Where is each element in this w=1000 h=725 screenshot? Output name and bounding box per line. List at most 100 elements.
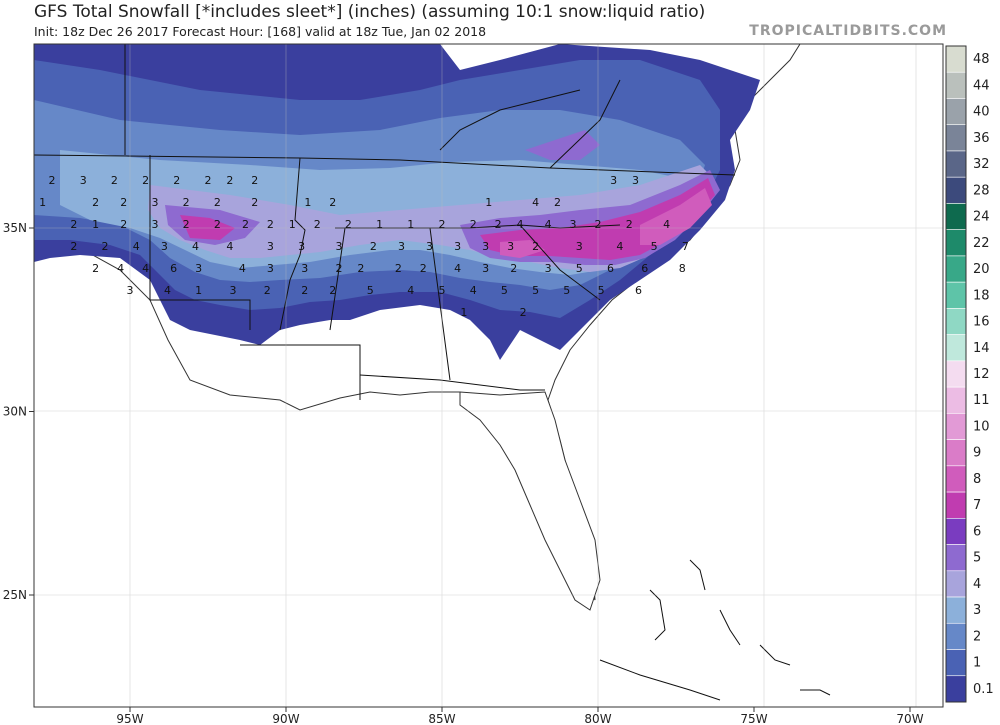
snowfall-value-label: 2 bbox=[495, 218, 502, 231]
colorbar-label: 32 bbox=[973, 157, 990, 172]
colorbar-label: 22 bbox=[973, 236, 990, 251]
snowfall-value-label: 2 bbox=[70, 240, 77, 253]
colorbar-swatch bbox=[945, 544, 967, 572]
snowfall-value-label: 2 bbox=[226, 174, 233, 187]
snowfall-value-label: 4 bbox=[470, 284, 477, 297]
snowfall-value-label: 2 bbox=[49, 174, 56, 187]
colorbar-label: 0.1 bbox=[973, 682, 994, 697]
colorbar-swatch bbox=[945, 439, 967, 467]
snowfall-value-label: 5 bbox=[651, 240, 658, 253]
snowfall-value-label: 2 bbox=[336, 262, 343, 275]
snowfall-value-label: 3 bbox=[545, 262, 552, 275]
snowfall-value-label: 4 bbox=[192, 240, 199, 253]
snowfall-value-label: 2 bbox=[301, 284, 308, 297]
snowfall-value-label: 5 bbox=[501, 284, 508, 297]
snowfall-value-label: 2 bbox=[554, 196, 561, 209]
snowfall-value-label: 2 bbox=[111, 174, 118, 187]
snowfall-value-label: 2 bbox=[92, 262, 99, 275]
colorbar-label: 11 bbox=[973, 393, 990, 408]
snowfall-value-label: 2 bbox=[120, 196, 127, 209]
snowfall-value-label: 3 bbox=[298, 240, 305, 253]
snowfall-value-label: 2 bbox=[532, 240, 539, 253]
snowfall-value-label: 2 bbox=[102, 240, 109, 253]
lat-tick-label: 30N bbox=[3, 405, 27, 419]
snowfall-value-label: 3 bbox=[229, 284, 236, 297]
colorbar-label: 10 bbox=[973, 419, 990, 434]
snowfall-value-label: 8 bbox=[679, 262, 686, 275]
map-plot-area: 2 3 2 2 2 2 2 21 2 2 3 2 2 2 1 2 1 4 23 32 1 2 3 2 2 2 2 1 2 2 1 1 2 2 2 4 4… bbox=[34, 44, 943, 707]
colorbar-swatch bbox=[945, 308, 967, 335]
snowfall-value-label: 3 bbox=[161, 240, 168, 253]
snowfall-value-label: 2 bbox=[120, 218, 127, 231]
snowfall-value-label: 4 bbox=[117, 262, 124, 275]
map-subtitle: Init: 18z Dec 26 2017 Forecast Hour: [16… bbox=[34, 24, 487, 39]
snowfall-value-label: 2 bbox=[439, 218, 446, 231]
lon-tick-label: 90W bbox=[272, 712, 299, 725]
colorbar-label: 8 bbox=[973, 472, 981, 487]
snowfall-value-label: 3 bbox=[454, 240, 461, 253]
colorbar-swatch bbox=[945, 71, 967, 99]
colorbar-label: 40 bbox=[973, 105, 990, 120]
colorbar-label: 5 bbox=[973, 551, 981, 566]
snowfall-value-label: 2 bbox=[329, 196, 336, 209]
snowfall-value-label: 6 bbox=[607, 262, 614, 275]
snowfall-value-label: 2 bbox=[520, 306, 527, 319]
colorbar-swatch bbox=[945, 570, 967, 598]
snowfall-value-label: 2 bbox=[420, 262, 427, 275]
colorbar-swatch bbox=[945, 255, 967, 283]
snowfall-value-label: 5 bbox=[532, 284, 539, 297]
snowfall-value-label: 5 bbox=[576, 262, 583, 275]
colorbar-label: 4 bbox=[973, 577, 981, 592]
map-frame bbox=[33, 43, 944, 708]
florida-peninsula bbox=[459, 391, 601, 611]
snowfall-value-label: 2 bbox=[470, 218, 477, 231]
colorbar-label: 48 bbox=[973, 52, 990, 67]
snowfall-value-label: 1 bbox=[460, 306, 467, 319]
snowfall-value-label: 3 bbox=[632, 174, 639, 187]
lon-tick-label: 70W bbox=[896, 712, 923, 725]
colorbar-swatch bbox=[945, 596, 967, 624]
snowfall-value-label: 4 bbox=[545, 218, 552, 231]
colorbar-label: 36 bbox=[973, 131, 990, 146]
colorbar-swatch bbox=[945, 675, 967, 703]
snowfall-value-label: 2 bbox=[242, 218, 249, 231]
colorbar-label: 3 bbox=[973, 603, 981, 618]
colorbar-label: 14 bbox=[973, 341, 990, 356]
snowfall-value-label: 5 bbox=[439, 284, 446, 297]
snowfall-value-label: 6 bbox=[635, 284, 642, 297]
longitude-axis: 95W 90W 85W 80W 75W 70W bbox=[116, 707, 924, 725]
snowfall-value-label: 2 bbox=[214, 218, 221, 231]
colorbar-swatch bbox=[945, 150, 967, 178]
colorbar-swatch bbox=[945, 518, 967, 545]
snowfall-value-label: 6 bbox=[641, 262, 648, 275]
snowfall-value-label: 5 bbox=[367, 284, 374, 297]
snowfall-value-label: 3 bbox=[610, 174, 617, 187]
colorbar-frame bbox=[945, 45, 967, 703]
snowfall-value-label: 4 bbox=[532, 196, 539, 209]
colorbar-swatch bbox=[945, 649, 967, 677]
colorbar: 4844403632282422201816141211109876543210… bbox=[945, 45, 994, 703]
snowfall-value-label: 2 bbox=[92, 196, 99, 209]
snowfall-value-label: 3 bbox=[301, 262, 308, 275]
snowfall-value-label: 3 bbox=[398, 240, 405, 253]
snowfall-value-label: 3 bbox=[127, 284, 134, 297]
snowfall-value-label: 3 bbox=[267, 262, 274, 275]
colorbar-label: 18 bbox=[973, 288, 990, 303]
snowfall-value-label: 1 bbox=[407, 218, 414, 231]
snowfall-value-label: 4 bbox=[239, 262, 246, 275]
lat-tick-label: 35N bbox=[3, 221, 27, 235]
graticule bbox=[34, 44, 943, 707]
colorbar-swatch bbox=[945, 413, 967, 440]
snowfall-value-label: 4 bbox=[407, 284, 414, 297]
lon-tick-label: 75W bbox=[740, 712, 767, 725]
snowfall-value-label: 3 bbox=[80, 174, 87, 187]
snowfall-value-label: 6 bbox=[170, 262, 177, 275]
colorbar-swatch bbox=[945, 45, 967, 73]
snowfall-value-label: 3 bbox=[151, 196, 158, 209]
snowfall-value-label: 3 bbox=[570, 218, 577, 231]
colorbar-swatch bbox=[945, 281, 967, 309]
colorbar-swatch bbox=[945, 124, 967, 152]
snowfall-value-label: 4 bbox=[616, 240, 623, 253]
lon-tick-label: 80W bbox=[584, 712, 611, 725]
snowfall-value-label: 4 bbox=[663, 218, 670, 231]
